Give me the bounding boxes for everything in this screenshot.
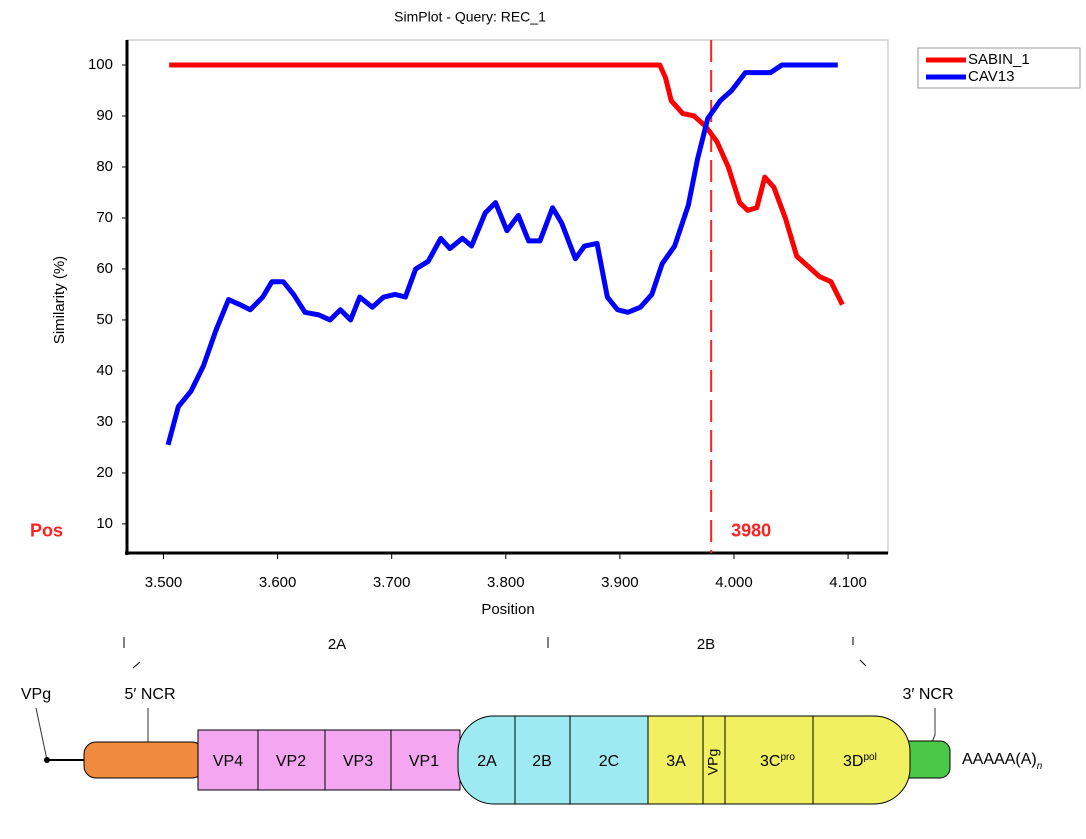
segment-label: VP4: [213, 753, 243, 770]
segment-label: VP1: [409, 753, 439, 770]
vpg-label: VPg: [21, 686, 51, 703]
segment-label: VP3: [343, 753, 373, 770]
ncr5-label: 5′ NCR: [124, 686, 175, 703]
zoom-line: [860, 660, 866, 666]
ncr5-box: [84, 742, 204, 778]
x-tick-label: 4.100: [829, 574, 867, 591]
label-base: 3D: [843, 753, 863, 770]
y-tick-label: 80: [96, 158, 113, 175]
label-sup: pro: [780, 752, 795, 763]
page: SimPlot - Query: REC_1 Position Similari…: [0, 0, 1086, 834]
x-tick-label: 3.500: [145, 574, 183, 591]
y-tick-label: 100: [88, 56, 113, 73]
plot-frame: [127, 40, 888, 553]
x-tick-label: 3.600: [259, 574, 297, 591]
y-axis-label: Similarity (%): [51, 256, 68, 344]
plot: 10 20 30 40 50 60 70 80 90 100 3.500 3.600 3.700 3.80…: [30, 40, 867, 591]
segment-label: 3A: [666, 753, 686, 770]
vpg-dot: [44, 757, 50, 763]
label-sup: pol: [863, 752, 876, 763]
x-tick-label: 3.900: [601, 574, 639, 591]
y-tick-label: 70: [96, 209, 113, 226]
segment-label: 2B: [532, 753, 552, 770]
y-tick-label: 60: [96, 260, 113, 277]
zoom-line: [133, 662, 140, 668]
legend-label: CAV13: [968, 68, 1014, 85]
segment-label: 2A: [477, 753, 497, 770]
region-label: 2B: [697, 636, 715, 653]
y-tick-label: 90: [96, 107, 113, 124]
marker-axis-label: Pos: [30, 521, 63, 541]
segment-label: 2C: [599, 753, 619, 770]
polya-label: AAAAA(A)n: [962, 751, 1043, 771]
segment-label: VP2: [276, 753, 306, 770]
y-tick-label: 40: [96, 362, 113, 379]
chart-title: SimPlot - Query: REC_1: [394, 9, 546, 25]
series-line: [168, 65, 838, 445]
label-base: 3C: [760, 753, 780, 770]
leader: [36, 708, 47, 760]
y-tick-label: 10: [96, 515, 113, 532]
region-label: 2A: [328, 636, 346, 653]
y-tick-label: 30: [96, 413, 113, 430]
y-tick-label: 20: [96, 464, 113, 481]
segment-label: VPg: [705, 749, 721, 775]
label-base: AAAAA(A): [962, 751, 1037, 768]
series-line: [169, 65, 842, 305]
x-axis-label: Position: [481, 601, 534, 618]
x-tick-label: 3.800: [487, 574, 525, 591]
ncr3-label: 3′ NCR: [902, 686, 953, 703]
genome-diagram: 2A 2B VPg 5′ NCR 3′ NCR VP4 VP2 VP3 VP1 …: [21, 636, 1043, 804]
x-tick-label: 3.700: [373, 574, 411, 591]
x-tick-label: 4.000: [715, 574, 753, 591]
y-tick-label: 50: [96, 311, 113, 328]
legend-label: SABIN_1: [968, 51, 1030, 68]
label-sub: n: [1037, 761, 1043, 772]
marker-label: 3980: [731, 521, 771, 541]
